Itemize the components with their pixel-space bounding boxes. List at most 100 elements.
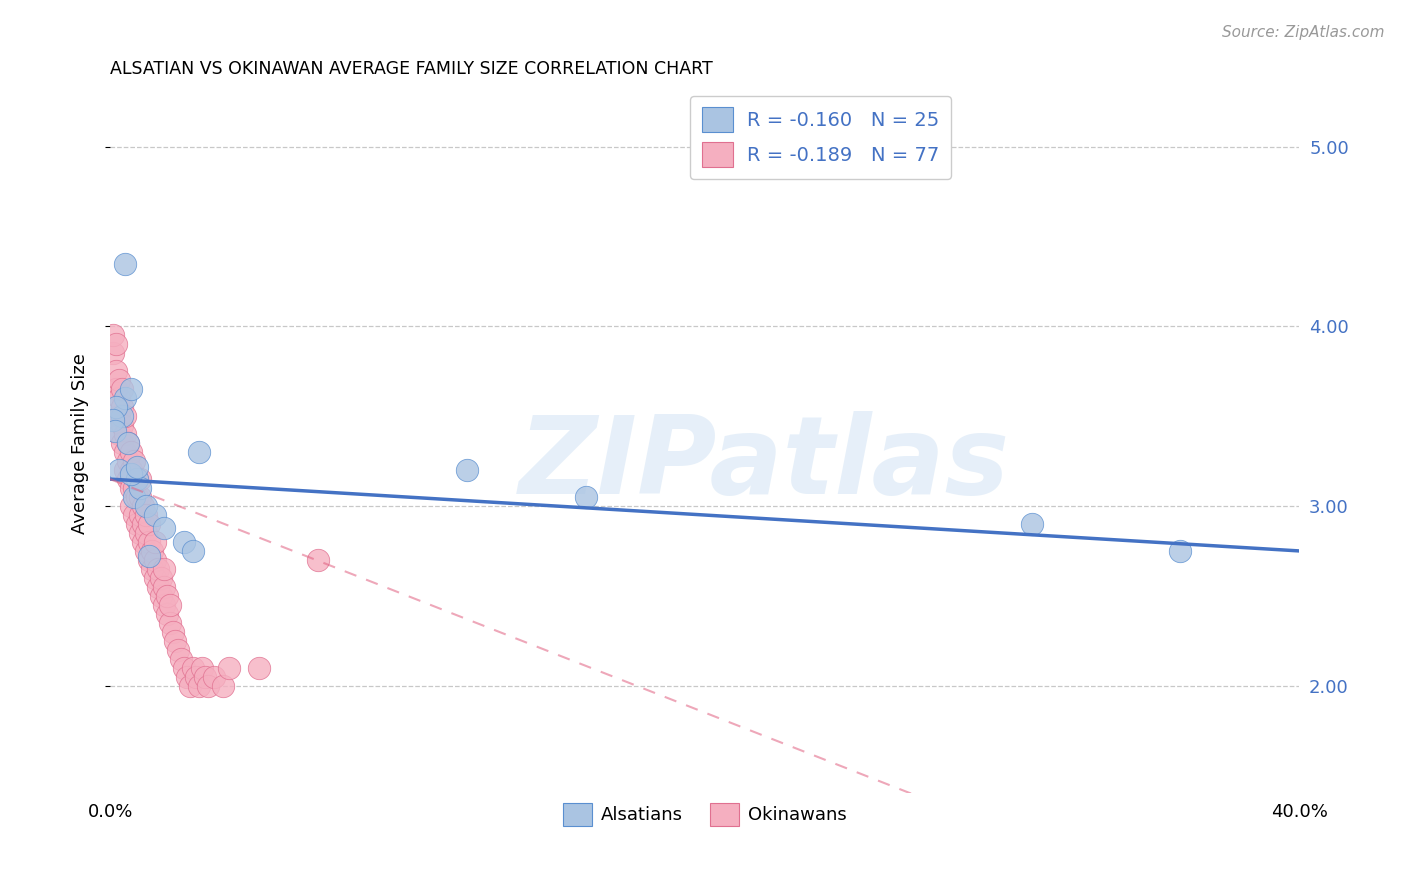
Point — [159, 598, 181, 612]
Point — [152, 598, 174, 612]
Point — [114, 427, 136, 442]
Text: ALSATIAN VS OKINAWAN AVERAGE FAMILY SIZE CORRELATION CHART: ALSATIAN VS OKINAWAN AVERAGE FAMILY SIZE… — [110, 60, 713, 78]
Point — [108, 427, 131, 442]
Point — [120, 467, 142, 481]
Point — [575, 490, 598, 504]
Point — [114, 445, 136, 459]
Point — [173, 660, 195, 674]
Point — [170, 651, 193, 665]
Point — [141, 562, 163, 576]
Point — [191, 660, 214, 674]
Point — [181, 544, 204, 558]
Y-axis label: Average Family Size: Average Family Size — [72, 352, 89, 533]
Point — [146, 562, 169, 576]
Point — [135, 499, 157, 513]
Point — [114, 409, 136, 424]
Point — [149, 589, 172, 603]
Point — [108, 392, 131, 406]
Point — [247, 660, 270, 674]
Point — [128, 508, 150, 522]
Point — [173, 535, 195, 549]
Point — [1021, 516, 1043, 531]
Point — [105, 337, 128, 351]
Point — [128, 490, 150, 504]
Point — [114, 392, 136, 406]
Point — [108, 373, 131, 387]
Point — [120, 463, 142, 477]
Point — [128, 472, 150, 486]
Point — [122, 508, 145, 522]
Point — [159, 615, 181, 630]
Point — [143, 553, 166, 567]
Point — [167, 642, 190, 657]
Point — [152, 520, 174, 534]
Point — [125, 516, 148, 531]
Point — [138, 535, 160, 549]
Legend: Alsatians, Okinawans: Alsatians, Okinawans — [555, 796, 853, 833]
Point — [111, 401, 134, 415]
Text: Source: ZipAtlas.com: Source: ZipAtlas.com — [1222, 25, 1385, 40]
Point — [165, 633, 187, 648]
Point — [101, 413, 124, 427]
Point — [120, 481, 142, 495]
Point — [212, 679, 235, 693]
Point — [143, 535, 166, 549]
Point — [218, 660, 240, 674]
Point — [125, 472, 148, 486]
Point — [1170, 544, 1192, 558]
Point — [120, 445, 142, 459]
Point — [125, 472, 148, 486]
Point — [117, 436, 139, 450]
Point — [117, 436, 139, 450]
Point — [114, 463, 136, 477]
Point — [111, 418, 134, 433]
Point — [138, 549, 160, 564]
Point — [141, 544, 163, 558]
Point — [128, 526, 150, 541]
Point — [120, 382, 142, 396]
Point — [117, 454, 139, 468]
Point — [135, 508, 157, 522]
Point — [111, 436, 134, 450]
Point — [101, 328, 124, 343]
Point — [132, 535, 155, 549]
Point — [135, 526, 157, 541]
Point — [143, 571, 166, 585]
Point — [152, 562, 174, 576]
Point — [117, 472, 139, 486]
Point — [111, 382, 134, 396]
Point — [176, 670, 198, 684]
Point — [162, 624, 184, 639]
Point — [132, 516, 155, 531]
Point — [152, 580, 174, 594]
Text: ZIPatlas: ZIPatlas — [519, 411, 1010, 517]
Point — [181, 660, 204, 674]
Point — [125, 490, 148, 504]
Point — [105, 364, 128, 378]
Point — [122, 454, 145, 468]
Point — [108, 409, 131, 424]
Point — [122, 481, 145, 495]
Point — [138, 516, 160, 531]
Point — [202, 670, 225, 684]
Point — [188, 679, 211, 693]
Point — [146, 580, 169, 594]
Point — [155, 589, 177, 603]
Point — [194, 670, 217, 684]
Point — [105, 382, 128, 396]
Point — [125, 459, 148, 474]
Point — [179, 679, 201, 693]
Point — [307, 553, 329, 567]
Point — [456, 463, 478, 477]
Point — [122, 490, 145, 504]
Point — [120, 499, 142, 513]
Point — [103, 424, 125, 438]
Point — [132, 499, 155, 513]
Point — [188, 445, 211, 459]
Point — [138, 553, 160, 567]
Point — [186, 670, 208, 684]
Point — [135, 544, 157, 558]
Point — [105, 401, 128, 415]
Point — [143, 508, 166, 522]
Point — [128, 481, 150, 495]
